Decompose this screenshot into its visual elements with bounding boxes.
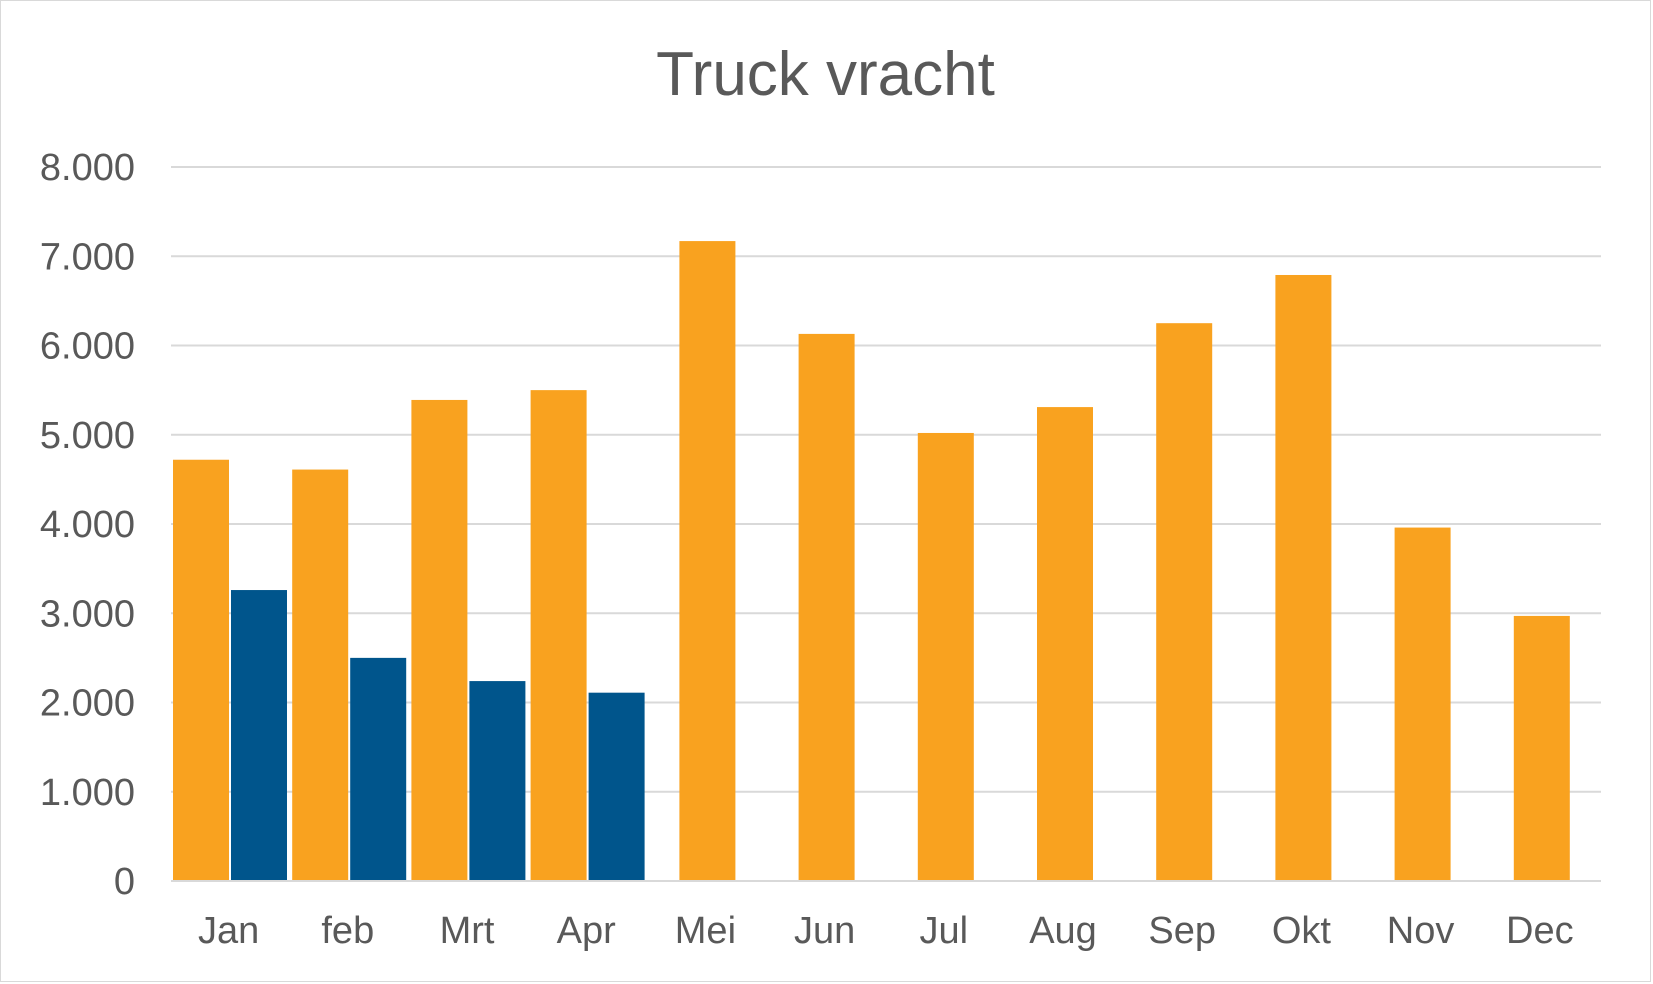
bar-series1-jan — [173, 459, 229, 881]
bar-series1-feb — [292, 469, 349, 881]
y-tick-label: 4.000 — [40, 504, 135, 546]
bar-series2-apr — [588, 692, 645, 881]
x-tick-label: Mrt — [440, 910, 495, 952]
bar-series1-apr — [530, 390, 587, 881]
x-tick-label: Dec — [1506, 910, 1574, 952]
bar-series1-mei — [679, 241, 736, 881]
y-tick-label: 3.000 — [40, 593, 135, 635]
gridlines — [171, 166, 1601, 793]
bar-series1-jul — [917, 432, 974, 881]
x-tick-label: Okt — [1272, 910, 1332, 952]
bar-series1-nov — [1394, 527, 1451, 881]
y-tick-label: 7.000 — [40, 236, 135, 278]
y-tick-label: 8.000 — [40, 147, 135, 189]
chart-title: Truck vracht — [656, 40, 995, 109]
bar-series1-aug — [1037, 407, 1093, 881]
bar-series1-sep — [1156, 323, 1213, 881]
bar-series2-feb — [350, 657, 407, 881]
y-tick-label: 6.000 — [40, 326, 135, 368]
y-tick-label: 0 — [114, 861, 135, 903]
y-tick-label: 1.000 — [40, 772, 135, 814]
x-tick-label: Jun — [794, 910, 855, 952]
y-tick-label: 5.000 — [40, 415, 135, 457]
bar-series1-dec — [1513, 615, 1570, 881]
x-tick-label: Sep — [1148, 910, 1216, 952]
x-tick-label: Mei — [675, 910, 736, 952]
x-tick-label: Nov — [1387, 910, 1455, 952]
tick-labels: 0 1.000 2.000 3.000 4.000 5.000 6.000 7.000 8.00… — [40, 147, 1574, 952]
y-tick-label: 2.000 — [40, 683, 135, 725]
bar-series2-mrt — [469, 681, 526, 881]
x-tick-label: Apr — [557, 910, 616, 952]
x-tick-label: Aug — [1029, 910, 1097, 952]
bar-series2-jan — [231, 590, 287, 881]
x-tick-label: Jan — [198, 910, 259, 952]
bar-series1-mrt — [411, 399, 468, 881]
bar-series1-okt — [1275, 274, 1332, 881]
bars — [173, 241, 1570, 882]
x-tick-label: Jul — [920, 910, 969, 952]
bar-series1-jun — [798, 333, 855, 882]
x-tick-label: feb — [321, 910, 374, 952]
